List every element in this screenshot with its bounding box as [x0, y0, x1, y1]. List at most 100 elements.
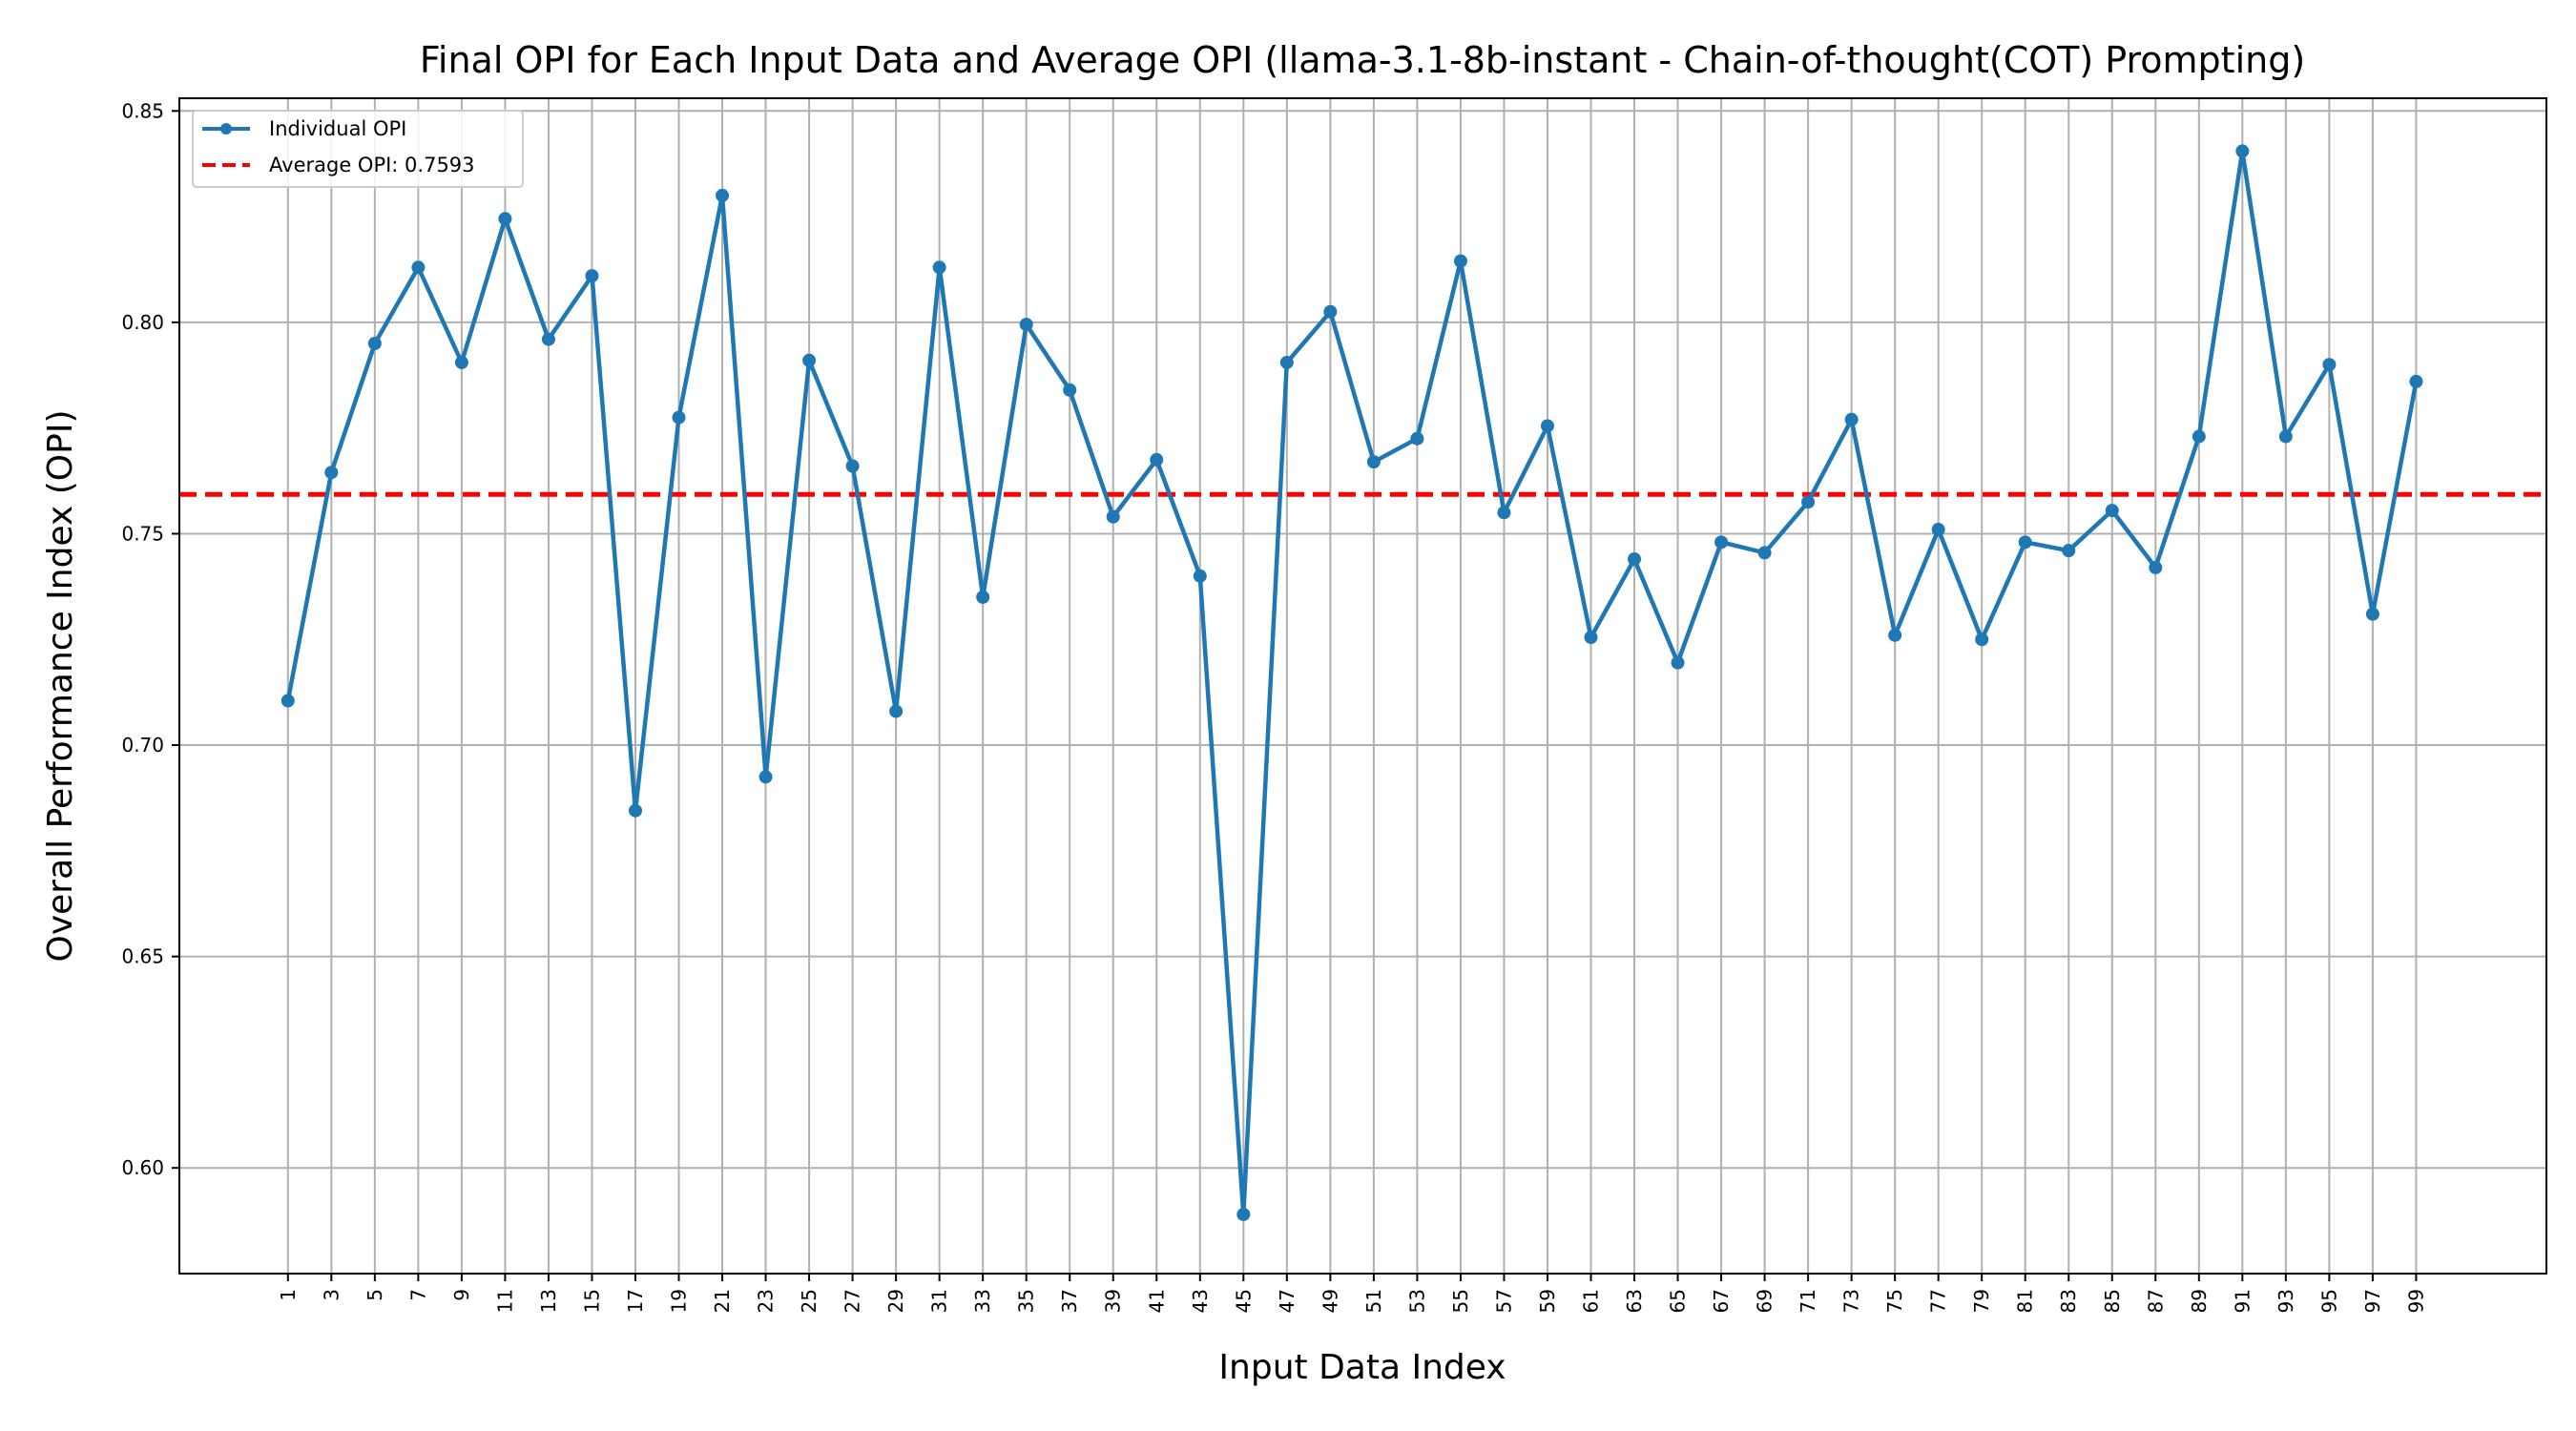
x-tick-label: 67 [1710, 1289, 1733, 1313]
x-tick-label: 93 [2275, 1289, 2297, 1313]
individual-opi-point [1714, 535, 1729, 550]
individual-opi-point [2192, 429, 2206, 444]
y-tick-label: 0.85 [121, 99, 164, 122]
x-tick-label: 61 [1579, 1289, 1602, 1313]
plot-area-frame [178, 97, 2547, 1275]
x-tick-label: 53 [1405, 1289, 1428, 1313]
individual-opi-point [585, 269, 599, 283]
individual-opi-point [411, 260, 426, 275]
individual-opi-point [1106, 509, 1120, 524]
x-tick-label: 77 [1927, 1289, 1950, 1313]
y-tick-label: 0.65 [121, 945, 164, 968]
individual-opi-point [2278, 429, 2293, 444]
individual-opi-point [367, 337, 382, 351]
x-tick-label: 65 [1667, 1289, 1690, 1313]
x-tick-label: 35 [1015, 1289, 1038, 1313]
individual-opi-point [2235, 144, 2250, 158]
x-tick-label: 29 [884, 1289, 907, 1313]
y-tick-label: 0.60 [121, 1156, 164, 1179]
x-tick-label: 85 [2101, 1289, 2124, 1313]
individual-opi-point [2018, 535, 2032, 550]
individual-opi-point [802, 353, 817, 367]
x-tick-label: 17 [624, 1289, 647, 1313]
y-tick-label: 0.75 [121, 522, 164, 545]
x-tick-label: 71 [1797, 1289, 1819, 1313]
x-tick-label: 87 [2144, 1289, 2167, 1313]
individual-opi-point [541, 332, 555, 346]
x-tick-label: 95 [2317, 1289, 2340, 1313]
x-tick-label: 27 [841, 1289, 864, 1313]
individual-opi-point [845, 459, 860, 473]
x-tick-label: 7 [406, 1289, 429, 1301]
individual-opi-point [1279, 355, 1294, 369]
y-axis-ticks: 0.60 0.65 0.70 0.75 0.80 0.85 [121, 99, 179, 1179]
individual-opi-point [1063, 383, 1077, 397]
x-tick-label: 3 [320, 1289, 343, 1301]
x-tick-label: 91 [2231, 1289, 2254, 1313]
individual-opi-line [285, 149, 2419, 1217]
x-tick-label: 79 [1970, 1289, 1993, 1313]
x-tick-label: 19 [668, 1289, 691, 1313]
individual-opi-point [324, 466, 339, 480]
x-tick-label: 55 [1449, 1289, 1472, 1313]
x-tick-label: 25 [798, 1289, 821, 1313]
individual-opi-point [498, 212, 512, 226]
x-tick-label: 41 [1145, 1289, 1168, 1313]
legend-series-label: Individual OPI [269, 117, 406, 140]
y-tick-label: 0.80 [121, 311, 164, 334]
x-tick-label: 31 [928, 1289, 951, 1313]
x-tick-label: 43 [1189, 1289, 1212, 1313]
individual-opi-point [628, 803, 642, 818]
individual-opi-point [280, 694, 295, 708]
x-tick-label: 23 [755, 1289, 778, 1313]
y-axis-label: Overall Performance Index (OPI) [41, 410, 80, 963]
legend: Individual OPI Average OPI: 0.7593 [192, 110, 524, 188]
x-tick-label: 33 [971, 1289, 994, 1313]
individual-opi-point [1801, 495, 1816, 509]
x-tick-label: 59 [1536, 1289, 1559, 1313]
individual-opi-point [1150, 452, 1164, 467]
individual-opi-point [1628, 552, 1642, 567]
x-tick-label: 73 [1840, 1289, 1863, 1313]
individual-opi-point [2105, 504, 2119, 518]
series-layer [280, 144, 2423, 1221]
individual-opi-point [1366, 455, 1381, 469]
individual-opi-point [1844, 412, 1859, 426]
x-tick-label: 9 [450, 1289, 473, 1301]
legend-average-label: Average OPI: 0.7593 [269, 154, 475, 176]
x-tick-label: 5 [364, 1289, 386, 1301]
x-tick-label: 75 [1883, 1289, 1906, 1313]
individual-opi-point [976, 590, 990, 604]
individual-opi-point [2365, 607, 2379, 621]
x-tick-label: 63 [1623, 1289, 1646, 1313]
x-tick-label: 1 [277, 1289, 300, 1301]
individual-opi-point [2409, 374, 2423, 388]
x-axis-ticks: 1 3 5 7 9 11 13 15 17 19 21 23 25 27 29 31 33 35 37 39 41 43 4… [277, 1274, 2427, 1313]
individual-opi-point [1931, 523, 1945, 537]
grid-lines [179, 98, 2546, 1274]
individual-opi-point [1193, 569, 1207, 583]
individual-opi-point [1888, 628, 1902, 642]
x-tick-label: 69 [1754, 1289, 1776, 1313]
x-tick-label: 21 [711, 1289, 734, 1313]
x-tick-label: 39 [1102, 1289, 1125, 1313]
x-axis-label: Input Data Index [1218, 1348, 1506, 1387]
x-tick-label: 81 [2014, 1289, 2037, 1313]
individual-opi-point [1540, 419, 1554, 433]
individual-opi-point [454, 355, 468, 369]
legend-box [192, 110, 524, 188]
x-tick-label: 13 [537, 1289, 560, 1313]
individual-opi-point [932, 260, 946, 275]
x-tick-label: 47 [1276, 1289, 1298, 1313]
individual-opi-point [2062, 544, 2076, 558]
individual-opi-point [1497, 506, 1511, 520]
x-tick-label: 51 [1362, 1289, 1385, 1313]
individual-opi-point [1757, 546, 1772, 560]
x-tick-label: 99 [2404, 1289, 2427, 1313]
individual-opi-point [1236, 1207, 1251, 1221]
x-tick-label: 57 [1492, 1289, 1515, 1313]
x-tick-label: 83 [2057, 1289, 2080, 1313]
individual-opi-point [2322, 358, 2337, 372]
individual-opi-point [2149, 560, 2163, 574]
